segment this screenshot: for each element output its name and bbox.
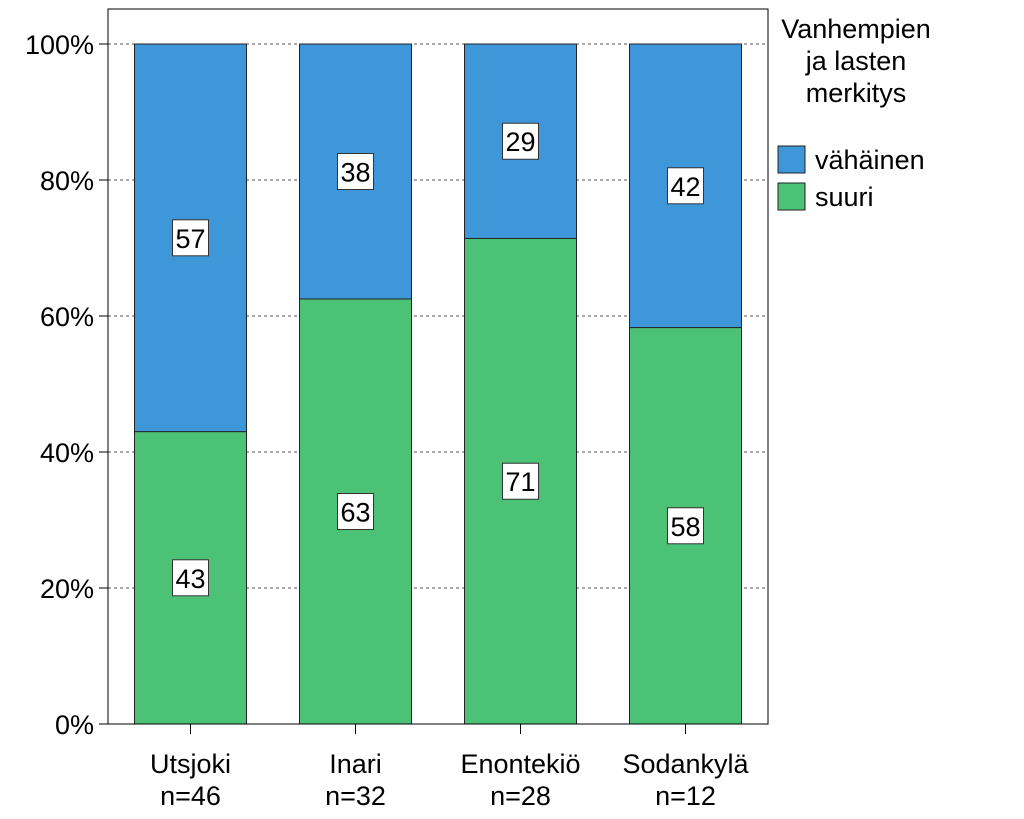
data-label-suuri: 63 bbox=[340, 498, 370, 528]
plot-frame bbox=[107, 8, 769, 725]
data-label-suuri: 43 bbox=[175, 564, 205, 594]
x-tick-label: Sodankylä bbox=[622, 749, 749, 779]
x-tick-count: n=46 bbox=[160, 781, 221, 811]
data-label-box bbox=[667, 167, 704, 205]
data-label-box bbox=[337, 493, 374, 530]
data-label-box bbox=[172, 559, 209, 597]
x-tick-label: Inari bbox=[329, 749, 382, 779]
data-labels: 43 57 63 38 71 29 58 42 bbox=[172, 122, 704, 597]
data-label-vähäinen: 42 bbox=[670, 172, 700, 202]
legend-label-vähäinen: vähäinen bbox=[815, 145, 925, 175]
y-tick-label: 60% bbox=[40, 302, 94, 332]
legend-label-suuri: suuri bbox=[815, 182, 874, 212]
x-tick-label: Enontekiö bbox=[460, 749, 580, 779]
data-label-box bbox=[502, 122, 539, 160]
bars bbox=[134, 43, 742, 725]
legend-title: merkitys bbox=[806, 78, 907, 108]
data-label-box bbox=[502, 462, 539, 500]
y-tick-label: 80% bbox=[40, 166, 94, 196]
y-tick-label: 20% bbox=[40, 574, 94, 604]
legend-title: ja lasten bbox=[805, 46, 907, 76]
x-tick-count: n=12 bbox=[655, 781, 716, 811]
data-label-vähäinen: 38 bbox=[340, 158, 370, 188]
y-tick-label: 100% bbox=[25, 30, 94, 60]
legend-title: Vanhempien bbox=[781, 14, 931, 44]
data-label-vähäinen: 57 bbox=[175, 224, 205, 254]
y-tick-label: 0% bbox=[55, 710, 94, 740]
data-label-vähäinen: 29 bbox=[505, 127, 535, 157]
x-tick-label: Utsjoki bbox=[150, 749, 231, 779]
legend-swatch-suuri bbox=[777, 182, 806, 211]
legend-swatch-vähäinen bbox=[777, 145, 806, 174]
x-tick-count: n=28 bbox=[490, 781, 551, 811]
y-tick-label: 40% bbox=[40, 438, 94, 468]
x-tick-count: n=32 bbox=[325, 781, 386, 811]
data-label-suuri: 71 bbox=[505, 467, 535, 497]
data-label-box bbox=[667, 507, 704, 545]
data-label-suuri: 58 bbox=[670, 512, 700, 542]
data-label-box bbox=[172, 219, 209, 257]
data-label-box bbox=[337, 153, 374, 190]
